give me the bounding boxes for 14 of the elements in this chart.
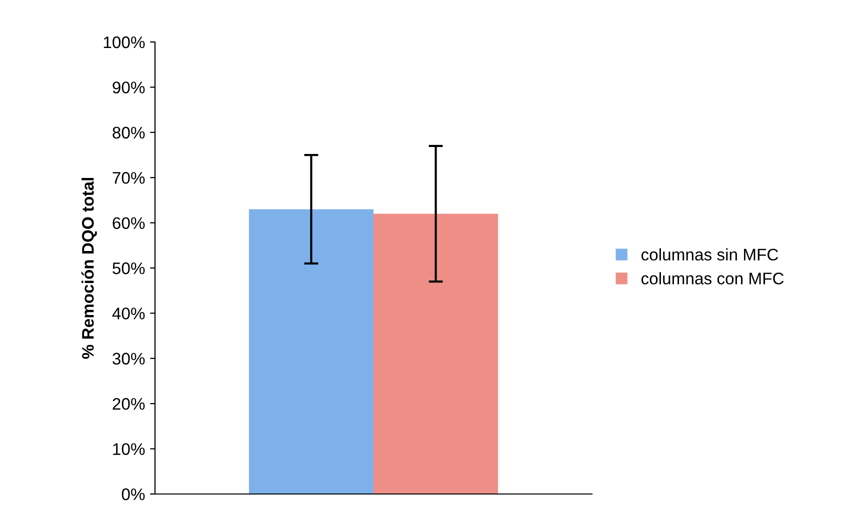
y-tick-label: 40% (112, 308, 145, 320)
y-tick-label: 60% (112, 217, 145, 230)
legend-label: columnas con MFC (641, 272, 784, 284)
y-tick-label: 50% (112, 262, 145, 274)
y-tick-label: 0% (122, 488, 145, 500)
y-tick-label: 100% (104, 36, 145, 48)
y-tick-label: 20% (112, 398, 145, 410)
legend-label: columnas sin MFC (641, 248, 778, 261)
y-tick-label: 10% (113, 443, 145, 456)
y-tick-label: 30% (112, 352, 145, 365)
y-tick-label: 70% (112, 172, 145, 184)
y-axis-title: % Remoción DQO total (81, 178, 97, 359)
y-tick-label: 80% (112, 126, 145, 139)
y-tick-label: 90% (112, 82, 145, 94)
